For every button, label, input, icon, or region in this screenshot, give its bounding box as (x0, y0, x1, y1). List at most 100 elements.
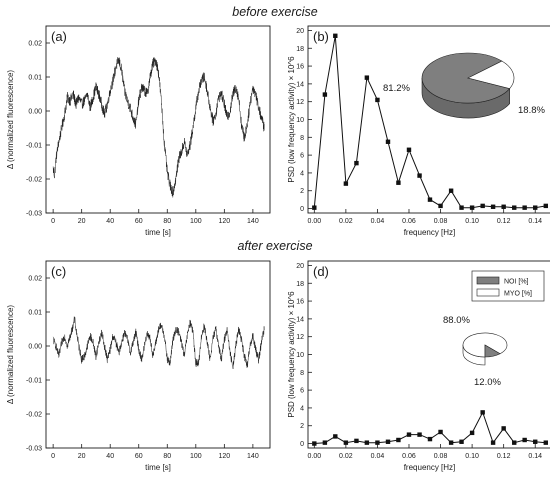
y-tick-label: -0.01 (26, 143, 42, 150)
data-point (385, 139, 391, 144)
data-point (312, 205, 317, 210)
inset-pie-chart: 88.0% 12.0% (443, 315, 508, 388)
data-point (417, 432, 422, 437)
data-point (396, 437, 401, 443)
data-point (448, 188, 454, 193)
data-point (333, 33, 338, 38)
section-title-after: after exercise (237, 239, 312, 253)
y-tick-label: 20 (296, 28, 304, 35)
data-series (52, 57, 265, 198)
x-tick-label: 0.10 (465, 453, 479, 460)
series-line (313, 35, 546, 209)
x-tick-label: 0 (51, 453, 55, 460)
y-axis-label: PSD (low frequency activity) × 10^6 (287, 291, 296, 418)
panel-label: (d) (313, 264, 329, 279)
data-point (406, 432, 412, 437)
y-tick-label: 8 (300, 370, 304, 377)
x-tick-label: 0.00 (307, 218, 321, 225)
y-tick-label: 2 (300, 423, 304, 430)
y-tick-label: 16 (296, 299, 304, 306)
data-point (438, 429, 443, 435)
data-point (501, 204, 506, 209)
legend-entry-label: MYO [%] (504, 291, 532, 298)
y-tick-label: 8 (300, 135, 304, 142)
x-tick-label: 80 (163, 218, 171, 225)
y-tick-label: 0 (300, 441, 304, 448)
data-point (375, 97, 380, 103)
x-tick-label: 60 (135, 453, 143, 460)
x-axis-label: time [s] (145, 463, 171, 472)
y-tick-label: 20 (296, 263, 304, 270)
y-tick-label: 0.02 (28, 41, 42, 48)
y-tick-label: 6 (300, 153, 304, 160)
y-tick-label: 4 (300, 405, 304, 412)
data-point (543, 203, 548, 209)
x-tick-label: 0.12 (497, 453, 511, 460)
y-tick-label: 0.01 (28, 310, 42, 317)
x-tick-label: 40 (106, 218, 114, 225)
legend: NOI [%] MYO [%] (471, 270, 545, 302)
data-point (480, 410, 485, 415)
data-point (469, 430, 475, 436)
data-point (322, 440, 328, 445)
x-tick-label: 20 (78, 453, 86, 460)
x-axis-label: time [s] (145, 228, 171, 237)
x-tick-label: 100 (190, 453, 202, 460)
x-tick-label: 120 (219, 218, 231, 225)
y-tick-label: 2 (300, 188, 304, 195)
y-tick-label: -0.01 (26, 378, 42, 385)
data-point (490, 440, 496, 445)
x-tick-label: 0.14 (528, 453, 542, 460)
y-tick-label: 0 (300, 206, 304, 213)
data-point (438, 203, 443, 209)
series-line (52, 57, 265, 198)
data-point (312, 441, 317, 446)
x-tick-label: 0.02 (339, 218, 353, 225)
data-point (322, 92, 328, 97)
y-axis-label: Δ (normalized fluorescence) (6, 305, 15, 405)
plot-frame (45, 25, 271, 214)
data-point (480, 203, 485, 209)
y-tick-label: 12 (296, 99, 304, 106)
x-tick-label: 0.08 (434, 453, 448, 460)
pie-slice-1 (421, 52, 511, 104)
series-line (52, 316, 265, 370)
data-point (469, 205, 475, 210)
legend-swatch (476, 288, 500, 297)
x-tick-label: 0.14 (528, 218, 542, 225)
x-axis-label: frequency [Hz] (404, 228, 456, 237)
pie-slice-label-1: 88.0% (443, 315, 470, 326)
x-tick-label: 40 (106, 453, 114, 460)
x-tick-label: 0.04 (371, 218, 385, 225)
data-point (427, 436, 433, 442)
data-point (417, 173, 422, 178)
x-tick-label: 140 (247, 453, 259, 460)
pie-slice-2 (467, 60, 515, 89)
y-tick-label: 14 (296, 81, 304, 88)
y-tick-label: 0.01 (28, 75, 42, 82)
x-tick-label: 20 (78, 218, 86, 225)
x-tick-label: 120 (219, 453, 231, 460)
data-point (375, 440, 380, 445)
data-point (533, 439, 538, 444)
x-tick-label: 80 (163, 453, 171, 460)
x-tick-label: 0.06 (402, 453, 416, 460)
x-tick-label: 100 (190, 218, 202, 225)
pie-slice-label-1: 81.2% (383, 83, 410, 94)
y-tick-label: 14 (296, 316, 304, 323)
y-tick-label: 0.02 (28, 276, 42, 283)
y-tick-label: -0.03 (26, 446, 42, 453)
data-point (533, 205, 538, 210)
y-axis-label: Δ (normalized fluorescence) (6, 70, 15, 170)
y-tick-label: 10 (296, 117, 304, 124)
data-point (354, 160, 359, 166)
y-tick-label: -0.02 (26, 412, 42, 419)
x-tick-label: 60 (135, 218, 143, 225)
data-point (459, 439, 464, 444)
data-point (406, 147, 412, 152)
y-axis-label: PSD (low frequency activity) × 10^6 (287, 56, 296, 183)
y-tick-label: 0.00 (28, 109, 42, 116)
x-tick-label: 0.10 (465, 218, 479, 225)
panel-a: 0 20 40 60 80 100 120 140 -0.03 -0.02 -0.01 0.00 0.0… (6, 25, 271, 237)
data-point (459, 205, 464, 210)
